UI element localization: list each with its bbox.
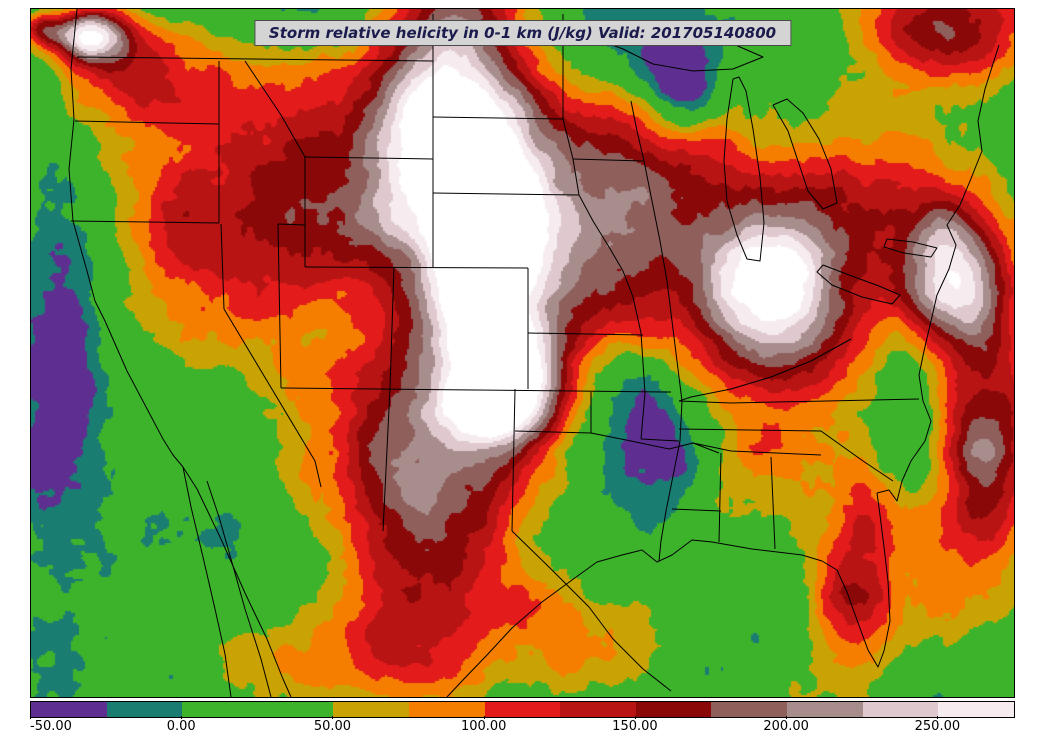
- colorbar-segment: [106, 702, 183, 717]
- colorbar-tick-label: 50.00: [313, 719, 352, 734]
- colorbar-segment: [409, 702, 485, 717]
- map-title: Storm relative helicity in 0-1 km (J/kg)…: [253, 20, 792, 46]
- map-area: Storm relative helicity in 0-1 km (J/kg)…: [30, 8, 1015, 698]
- colorbar-tick-mark: [181, 716, 183, 719]
- colorbar-segment: [862, 702, 939, 717]
- colorbar-tick-label: 100.00: [460, 719, 507, 734]
- colorbar-tick-mark: [937, 716, 939, 719]
- colorbar-segment: [484, 702, 561, 717]
- colorbar: [30, 701, 1015, 718]
- helicity-field-canvas: [31, 9, 1014, 697]
- colorbar-tick-mark: [30, 716, 31, 719]
- colorbar-segment: [333, 702, 410, 717]
- colorbar-segment: [711, 702, 788, 717]
- colorbar-tick-mark: [634, 716, 636, 719]
- colorbar-segment: [560, 702, 636, 717]
- colorbar-segment: [938, 702, 1014, 717]
- colorbar-segment: [182, 702, 334, 717]
- colorbar-tick-mark: [483, 716, 485, 719]
- colorbar-tick-label: 0.00: [166, 719, 196, 734]
- colorbar-tick-mark: [786, 716, 788, 719]
- colorbar-segment: [787, 702, 863, 717]
- colorbar-segment: [635, 702, 712, 717]
- colorbar-tick-label: -50.00: [30, 719, 72, 734]
- colorbar-tick-labels: -50.00 0.00 50.00 100.00 150.00 200.00 250.00: [30, 716, 1013, 737]
- colorbar-tick-label: 150.00: [612, 719, 658, 734]
- colorbar-tick-label: 200.00: [763, 719, 809, 734]
- colorbar-segment: [31, 702, 107, 717]
- colorbar-tick-mark: [332, 716, 334, 719]
- colorbar-tick-label: 250.00: [914, 719, 961, 734]
